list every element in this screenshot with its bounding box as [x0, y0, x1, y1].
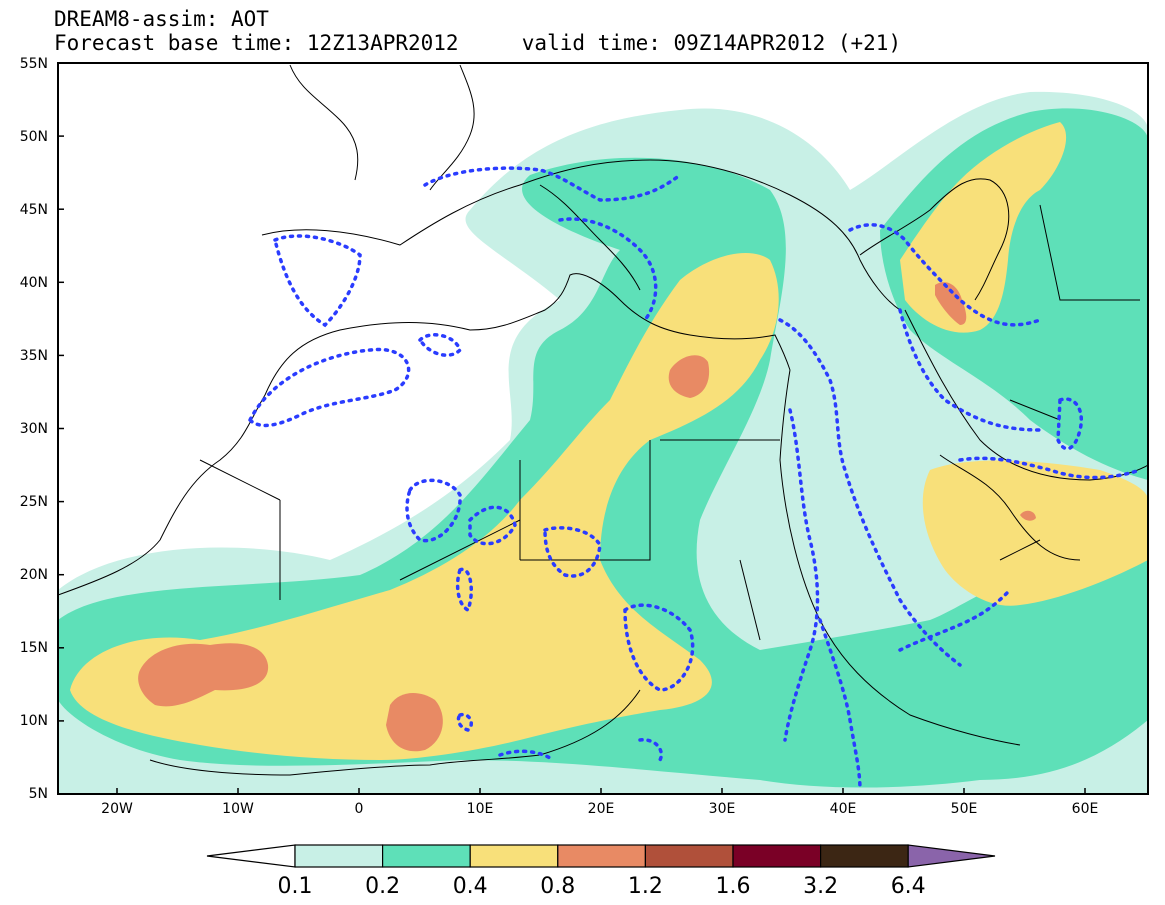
- colorbar-swatch: [732, 844, 822, 868]
- longitude-axis: 20W 10W 0 10E 20E 30E 40E 50E 60E: [101, 788, 1098, 817]
- colorbar-level-label: 6.4: [891, 874, 926, 899]
- lon-label: 60E: [1072, 801, 1099, 817]
- lat-label: 25N: [20, 494, 48, 510]
- lon-label: 40E: [830, 801, 857, 817]
- aot-band-0.8: [138, 282, 1036, 752]
- lon-label: 50E: [951, 801, 978, 817]
- lon-label: 20E: [588, 801, 615, 817]
- colorbar-level-label: 0.1: [278, 874, 313, 899]
- colorbar-arrow-high: [907, 844, 996, 868]
- latitude-axis: 55N 50N 45N 40N 35N 30N 25N 20N 15N 10N …: [20, 56, 64, 802]
- lat-label: 10N: [20, 713, 48, 729]
- map-subtitle-times: Forecast base time: 12Z13APR2012 valid t…: [54, 31, 902, 55]
- lat-label: 40N: [20, 275, 48, 291]
- map-title: DREAM8-assim: AOT: [54, 7, 269, 31]
- colorbar-level-label: 0.8: [540, 874, 575, 899]
- lon-label: 30E: [709, 801, 736, 817]
- colorbar-level-label: 1.6: [716, 874, 751, 899]
- colorbar-swatch: [644, 844, 734, 868]
- lon-label: 0: [355, 801, 364, 817]
- colorbar-arrow-low: [206, 844, 296, 868]
- colorbar-swatch: [294, 844, 384, 868]
- lat-label: 50N: [20, 129, 48, 145]
- lon-label: 10E: [467, 801, 494, 817]
- lon-label: 10W: [222, 801, 254, 817]
- observation-contours: [247, 166, 1142, 792]
- lat-label: 55N: [20, 56, 48, 72]
- lat-label: 5N: [29, 786, 48, 802]
- colorbar-swatch: [469, 844, 559, 868]
- aot-field: [58, 64, 1148, 794]
- colorbar-level-label: 0.4: [453, 874, 488, 899]
- colorbar: 0.1 0.2 0.4 0.8 1.2 1.6 3.2 6.4: [206, 844, 996, 899]
- colorbar-level-label: 3.2: [803, 874, 838, 899]
- lat-label: 20N: [20, 567, 48, 583]
- colorbar-swatch: [382, 844, 471, 868]
- colorbar-swatch: [819, 844, 909, 868]
- colorbar-swatch: [557, 844, 646, 868]
- lat-label: 35N: [20, 348, 48, 364]
- lat-label: 15N: [20, 640, 48, 656]
- lat-label: 30N: [20, 421, 48, 437]
- colorbar-level-label: 1.2: [628, 874, 663, 899]
- colorbar-level-label: 0.2: [365, 874, 400, 899]
- lat-label: 45N: [20, 202, 48, 218]
- lon-label: 20W: [101, 801, 133, 817]
